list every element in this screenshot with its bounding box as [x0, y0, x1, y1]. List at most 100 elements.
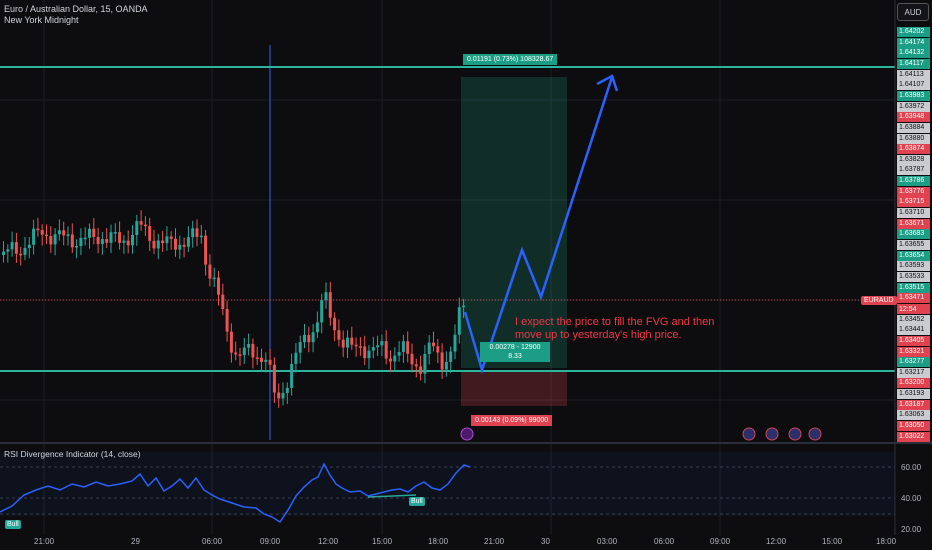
candle-body [307, 334, 311, 343]
candle-body [10, 242, 14, 250]
price-axis-label: 1.63533 [897, 271, 930, 282]
candle-body [143, 224, 147, 227]
price-axis-label: 1.63983 [897, 90, 930, 101]
candle-body [324, 292, 328, 301]
candle-body [62, 230, 66, 236]
candle-body [376, 345, 380, 348]
candle-body [36, 228, 40, 231]
candle-body [462, 305, 466, 308]
candle-body [139, 221, 143, 225]
price-axis-label: 1.63193 [897, 389, 930, 400]
rsi-title[interactable]: RSI Divergence Indicator (14, close) [4, 449, 141, 459]
candle-body [75, 246, 79, 248]
candle-body [53, 234, 57, 245]
candle-body [96, 237, 100, 245]
candle-body [174, 238, 177, 250]
currency-button[interactable]: AUD [897, 3, 929, 21]
candle-body [410, 353, 414, 365]
candle-body [126, 240, 130, 246]
candles [2, 210, 466, 408]
candle-body [208, 264, 212, 279]
candle-body [346, 337, 349, 348]
candle-body [118, 232, 122, 243]
candle-body [19, 253, 23, 256]
entry-label[interactable]: 0.00278 - 12900 8.33 [480, 342, 550, 362]
bull-label: Bull [409, 497, 425, 506]
candle-body [268, 359, 272, 365]
candle-body [191, 228, 195, 238]
price-axis-label: 1.63593 [897, 261, 930, 272]
price-axis-label: 1.63880 [897, 133, 930, 144]
price-axis-label: 1.63187 [897, 399, 930, 410]
candle-body [436, 346, 440, 353]
price-axis-label: 1.63217 [897, 367, 930, 378]
annotation-text[interactable]: I expect the price to fill the FVG and t… [515, 316, 715, 341]
time-axis-label: 06:00 [654, 537, 675, 546]
price-axis-label: 1.63405 [897, 335, 930, 346]
candle-body [105, 239, 109, 243]
candle-body [225, 309, 229, 332]
candle-body [6, 249, 10, 252]
price-axis-label: 1.64113 [897, 69, 930, 80]
candle-body [83, 237, 87, 240]
stop-zone [461, 370, 567, 406]
candle-body [156, 240, 160, 249]
price-axis-label: 1.63471 [897, 293, 930, 304]
projection-arrow [463, 76, 614, 375]
candle-body [371, 347, 375, 351]
rsi-level-60: 60.00 [901, 463, 922, 472]
candle-body [397, 352, 401, 356]
candle-body [49, 235, 53, 245]
candle-body [178, 244, 182, 250]
session-label: New York Midnight [4, 15, 79, 25]
candle-body [148, 226, 152, 241]
candle-body [384, 341, 388, 359]
target-zone [461, 77, 567, 368]
time-axis-label: 03:00 [597, 537, 618, 546]
symbol-price-tag: EURAUD [861, 296, 897, 305]
price-axis-label: 1.63452 [897, 314, 930, 325]
price-axis-label: 1.64202 [897, 27, 930, 37]
candle-body [354, 344, 358, 347]
candle-body [109, 232, 113, 243]
candle-body [264, 359, 268, 362]
candle-body [182, 244, 186, 247]
arrow-head [596, 74, 619, 92]
candle-body [242, 347, 246, 356]
candle-body [161, 240, 165, 244]
bull-label: Bull [5, 520, 21, 529]
candle-body [45, 234, 48, 237]
candle-body [199, 235, 203, 238]
candle-body [315, 322, 319, 333]
time-axis-label: 30 [541, 537, 550, 546]
candle-body [281, 392, 285, 399]
entry-label-line1: 0.00278 - 12900 [489, 344, 541, 351]
symbol-title[interactable]: Euro / Australian Dollar, 15, OANDA [4, 4, 148, 14]
candle-body [260, 357, 263, 362]
candle-body [100, 239, 104, 245]
candle-body [432, 342, 435, 347]
price-axis-label: 1.63786 [897, 176, 930, 187]
candle-body [88, 228, 91, 238]
price-axis-label: 1.63710 [897, 208, 930, 219]
price-axis-label: 1.63655 [897, 240, 930, 250]
candle-body [427, 342, 431, 355]
candle-body [393, 355, 397, 362]
candle-body [333, 317, 337, 331]
candle-body [113, 232, 117, 234]
price-axis-label: 1.63050 [897, 421, 930, 432]
time-axis-label: 09:00 [260, 537, 281, 546]
candle-body [23, 247, 27, 255]
price-axis-label: 1.63063 [897, 410, 930, 421]
price-axis-label: 1.63776 [897, 186, 930, 197]
price-axis-label: 1.63515 [897, 282, 930, 293]
candle-body [440, 352, 444, 370]
price-axis-label: 1.63200 [897, 378, 930, 389]
time-axis-label: 18:00 [876, 537, 897, 546]
candle-body [229, 331, 233, 353]
rsi-line [0, 462, 471, 524]
candle-body [449, 351, 453, 362]
rsi-level-40: 40.00 [901, 494, 922, 503]
candle-body [380, 341, 384, 346]
